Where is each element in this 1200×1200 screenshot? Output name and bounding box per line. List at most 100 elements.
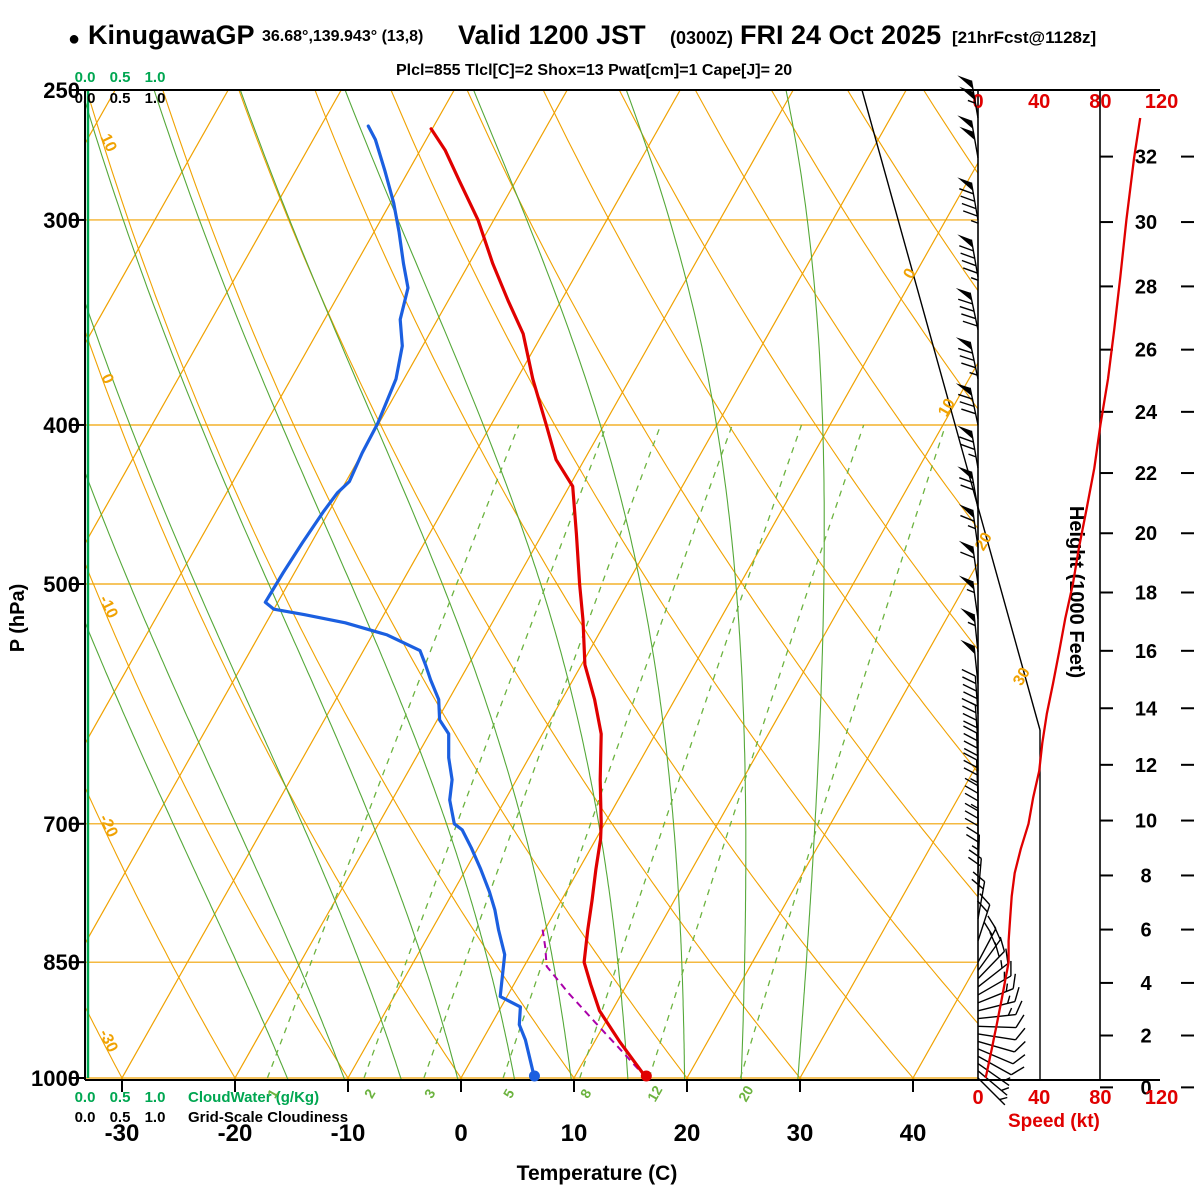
wind-barb [958,504,979,548]
cloudwater-axis-label: CloudWater (g/Kg) [188,1089,319,1106]
svg-text:1000: 1000 [31,1066,80,1091]
cloudiness-axis-label: Grid-Scale Cloudiness [188,1109,348,1126]
forecast-lead: [21hrFcst@1128z] [952,28,1097,47]
wind-barb [964,802,979,849]
wind-barb [960,639,979,684]
wind-barb [965,826,981,873]
wind-barb [958,540,979,585]
svg-text:80: 80 [1089,1087,1111,1109]
svg-text:20: 20 [972,530,996,554]
svg-text:0.5: 0.5 [110,1109,131,1126]
pressure-axis-title: P (hPa) [7,584,29,653]
svg-text:16: 16 [1135,641,1157,663]
wind-barb [977,1055,1025,1076]
wind-barb [977,936,1006,980]
svg-text:20: 20 [1135,523,1157,545]
svg-text:120: 120 [1145,91,1178,113]
wind-barb [977,1040,1026,1053]
svg-text:5: 5 [500,1086,518,1101]
temperature-axis-title: Temperature (C) [517,1162,678,1185]
svg-text:22: 22 [1135,463,1157,485]
svg-text:500: 500 [43,572,80,597]
wind-barb [977,986,1020,1012]
svg-text:-30: -30 [105,1120,140,1147]
svg-text:4: 4 [1140,973,1152,995]
sounding-curves [263,124,648,1080]
wind-barb [957,177,979,225]
svg-text:20: 20 [674,1120,701,1147]
svg-text:30: 30 [1010,665,1034,689]
wind-barb [957,75,979,119]
svg-text:12: 12 [644,1083,666,1105]
wind-barb [955,337,979,380]
svg-text:-30: -30 [95,1027,120,1055]
wind-barbs [955,75,1026,1106]
svg-text:0.0: 0.0 [75,69,96,86]
speed-curve [984,117,1142,1079]
valid-date: FRI 24 Oct 2025 [740,20,942,50]
svg-text:32: 32 [1135,147,1157,169]
svg-text:40: 40 [1028,91,1050,113]
svg-text:0.5: 0.5 [110,90,131,107]
wind-barb [977,1048,1026,1065]
wind-barb [963,725,979,772]
svg-text:20: 20 [735,1083,757,1105]
wind-barb [957,425,979,469]
svg-text:250: 250 [43,78,80,103]
svg-text:18: 18 [1135,582,1157,604]
svg-text:-20: -20 [218,1120,253,1147]
surface-dewpoint-dot [528,1070,540,1082]
speed-axis-title: Speed (kt) [1008,1111,1100,1132]
svg-text:26: 26 [1135,340,1157,362]
valid-time: Valid 1200 JST [458,20,646,50]
wind-barb [957,115,979,159]
svg-text:1.0: 1.0 [145,90,166,107]
svg-text:0.0: 0.0 [75,90,96,107]
isotherm-gridlines [85,90,978,1080]
wind-barb [958,575,979,619]
svg-text:1.0: 1.0 [145,69,166,86]
svg-text:0: 0 [901,266,920,282]
valid-time-utc: (0300Z) [670,28,734,48]
svg-text:10: 10 [97,131,120,155]
svg-text:40: 40 [900,1120,927,1147]
skewt-gridlines [85,90,978,1080]
wind-barb [971,871,986,920]
svg-text:1.0: 1.0 [145,1089,166,1106]
svg-text:30: 30 [1135,212,1157,234]
wind-barb [977,1063,1011,1086]
wind-barb [957,466,979,510]
svg-text:120: 120 [1145,1087,1178,1109]
pressure-gridlines [85,90,978,1079]
wind-barb [955,383,979,426]
svg-text:8: 8 [1140,865,1151,887]
svg-text:0.5: 0.5 [110,69,131,86]
svg-text:12: 12 [1135,755,1157,777]
dewpoint-curve [263,124,537,1080]
wind-barb [955,288,979,330]
svg-text:-20: -20 [95,812,120,840]
wind-barb [976,893,991,942]
svg-text:1.0: 1.0 [145,1109,166,1126]
wind-barb [977,973,1017,1004]
svg-text:0.0: 0.0 [75,1109,96,1126]
svg-text:-10: -10 [331,1120,366,1147]
dry-adiabats [85,90,978,1080]
skew-boundary-diagonal [861,89,1041,731]
moist-adiabats [85,90,825,1080]
axis-ticks [71,89,1194,1092]
svg-text:0: 0 [972,1087,983,1109]
svg-text:80: 80 [1089,91,1111,113]
svg-text:40: 40 [1028,1087,1050,1109]
station-coords: 36.68°,139.943° (13,8) [262,28,424,45]
chart-frame [84,89,1160,1081]
svg-text:28: 28 [1135,276,1157,298]
svg-text:0: 0 [972,91,983,113]
svg-text:2: 2 [1140,1026,1151,1048]
height-axis-title: Height (1000 Feet) [1065,506,1087,678]
svg-text:24: 24 [1135,402,1158,424]
